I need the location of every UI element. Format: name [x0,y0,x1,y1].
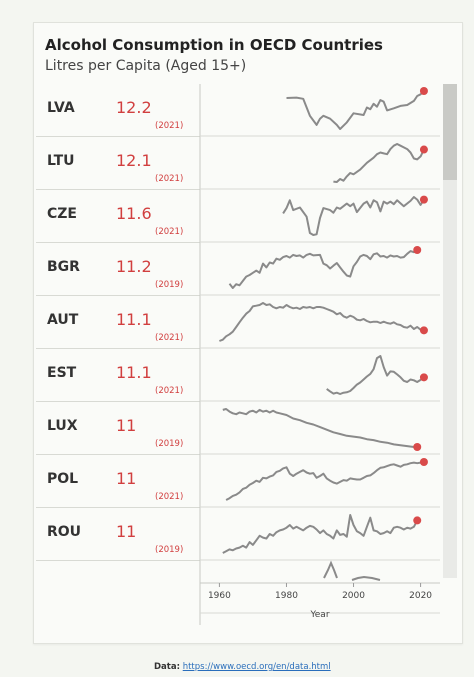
country-year: (2019) [155,280,184,290]
series-line-lux [222,408,418,448]
latest-marker-aut [419,326,428,335]
country-value: 11.2 [116,257,152,276]
x-tick-label: 2020 [409,591,432,601]
country-year: (2021) [155,333,184,343]
chart-subtitle: Litres per Capita (Aged 15+) [45,58,247,74]
country-code: CZE [47,206,77,222]
latest-marker-est [419,373,428,382]
country-code: AUT [47,312,79,328]
country-code: EST [47,365,77,381]
country-year: (2021) [155,386,184,396]
series-line-pol [225,461,425,501]
country-value: 12.2 [116,98,152,117]
x-tick-label: 1980 [275,591,298,601]
country-code: LVA [47,100,75,116]
row-rou[interactable]: ROU 11 (2019) [36,508,200,561]
country-value: 12.1 [116,151,152,170]
country-value: 11 [116,416,137,435]
chart-card [33,22,463,644]
row-cze[interactable]: CZE 11.6 (2021) [36,190,200,243]
row-aut[interactable]: AUT 11.1 (2021) [36,296,200,349]
series-line-cze [282,196,425,236]
chart-title: Alcohol Consumption in OECD Countries [45,36,383,54]
latest-marker-lva [419,87,428,95]
series-line-ltu [333,143,425,183]
series-line-aut [219,302,425,342]
latest-marker-ltu [419,145,428,154]
country-value: 11.1 [116,310,152,329]
series-line-partial [323,560,381,581]
country-year: (2019) [155,439,184,449]
x-tick-label: 2000 [342,591,365,601]
country-value: 11.1 [116,363,152,382]
latest-marker-cze [419,195,428,204]
row-lva[interactable]: LVA 12.2 (2021) [36,84,200,137]
country-year: (2021) [155,121,184,131]
country-value: 11.6 [116,204,152,223]
row-est[interactable]: EST 11.1 (2021) [36,349,200,402]
source-link[interactable]: https://www.oecd.org/en/data.html [182,662,331,672]
latest-marker-lux [413,443,422,451]
country-code: ROU [47,524,82,540]
country-value: 11 [116,522,137,541]
country-code: LTU [47,153,75,169]
series-line-est [326,355,425,395]
scrollbar[interactable] [443,84,457,578]
row-pol[interactable]: POL 11 (2021) [36,455,200,508]
country-year: (2021) [155,492,184,502]
country-value: 11 [116,469,137,488]
source-label: Data: [154,662,180,672]
latest-marker-rou [413,516,422,525]
series-line-rou [222,514,419,554]
latest-marker-pol [419,458,428,466]
series-line-bgr [228,249,418,289]
country-code: POL [47,471,79,487]
x-axis-label: Year [309,610,329,620]
row-lux[interactable]: LUX 11 (2019) [36,402,200,455]
country-code: BGR [47,259,80,275]
x-tick-label: 1960 [208,591,231,601]
country-year: (2021) [155,227,184,237]
country-code: LUX [47,418,78,434]
scrollbar-thumb[interactable] [443,84,457,180]
row-bgr[interactable]: BGR 11.2 (2019) [36,243,200,296]
row-ltu[interactable]: LTU 12.1 (2021) [36,137,200,190]
country-year: (2019) [155,545,184,555]
source-note: Data: https://www.oecd.org/en/data.html [154,662,331,672]
series-line-lva [286,90,425,130]
latest-marker-bgr [413,246,422,254]
country-year: (2021) [155,174,184,184]
